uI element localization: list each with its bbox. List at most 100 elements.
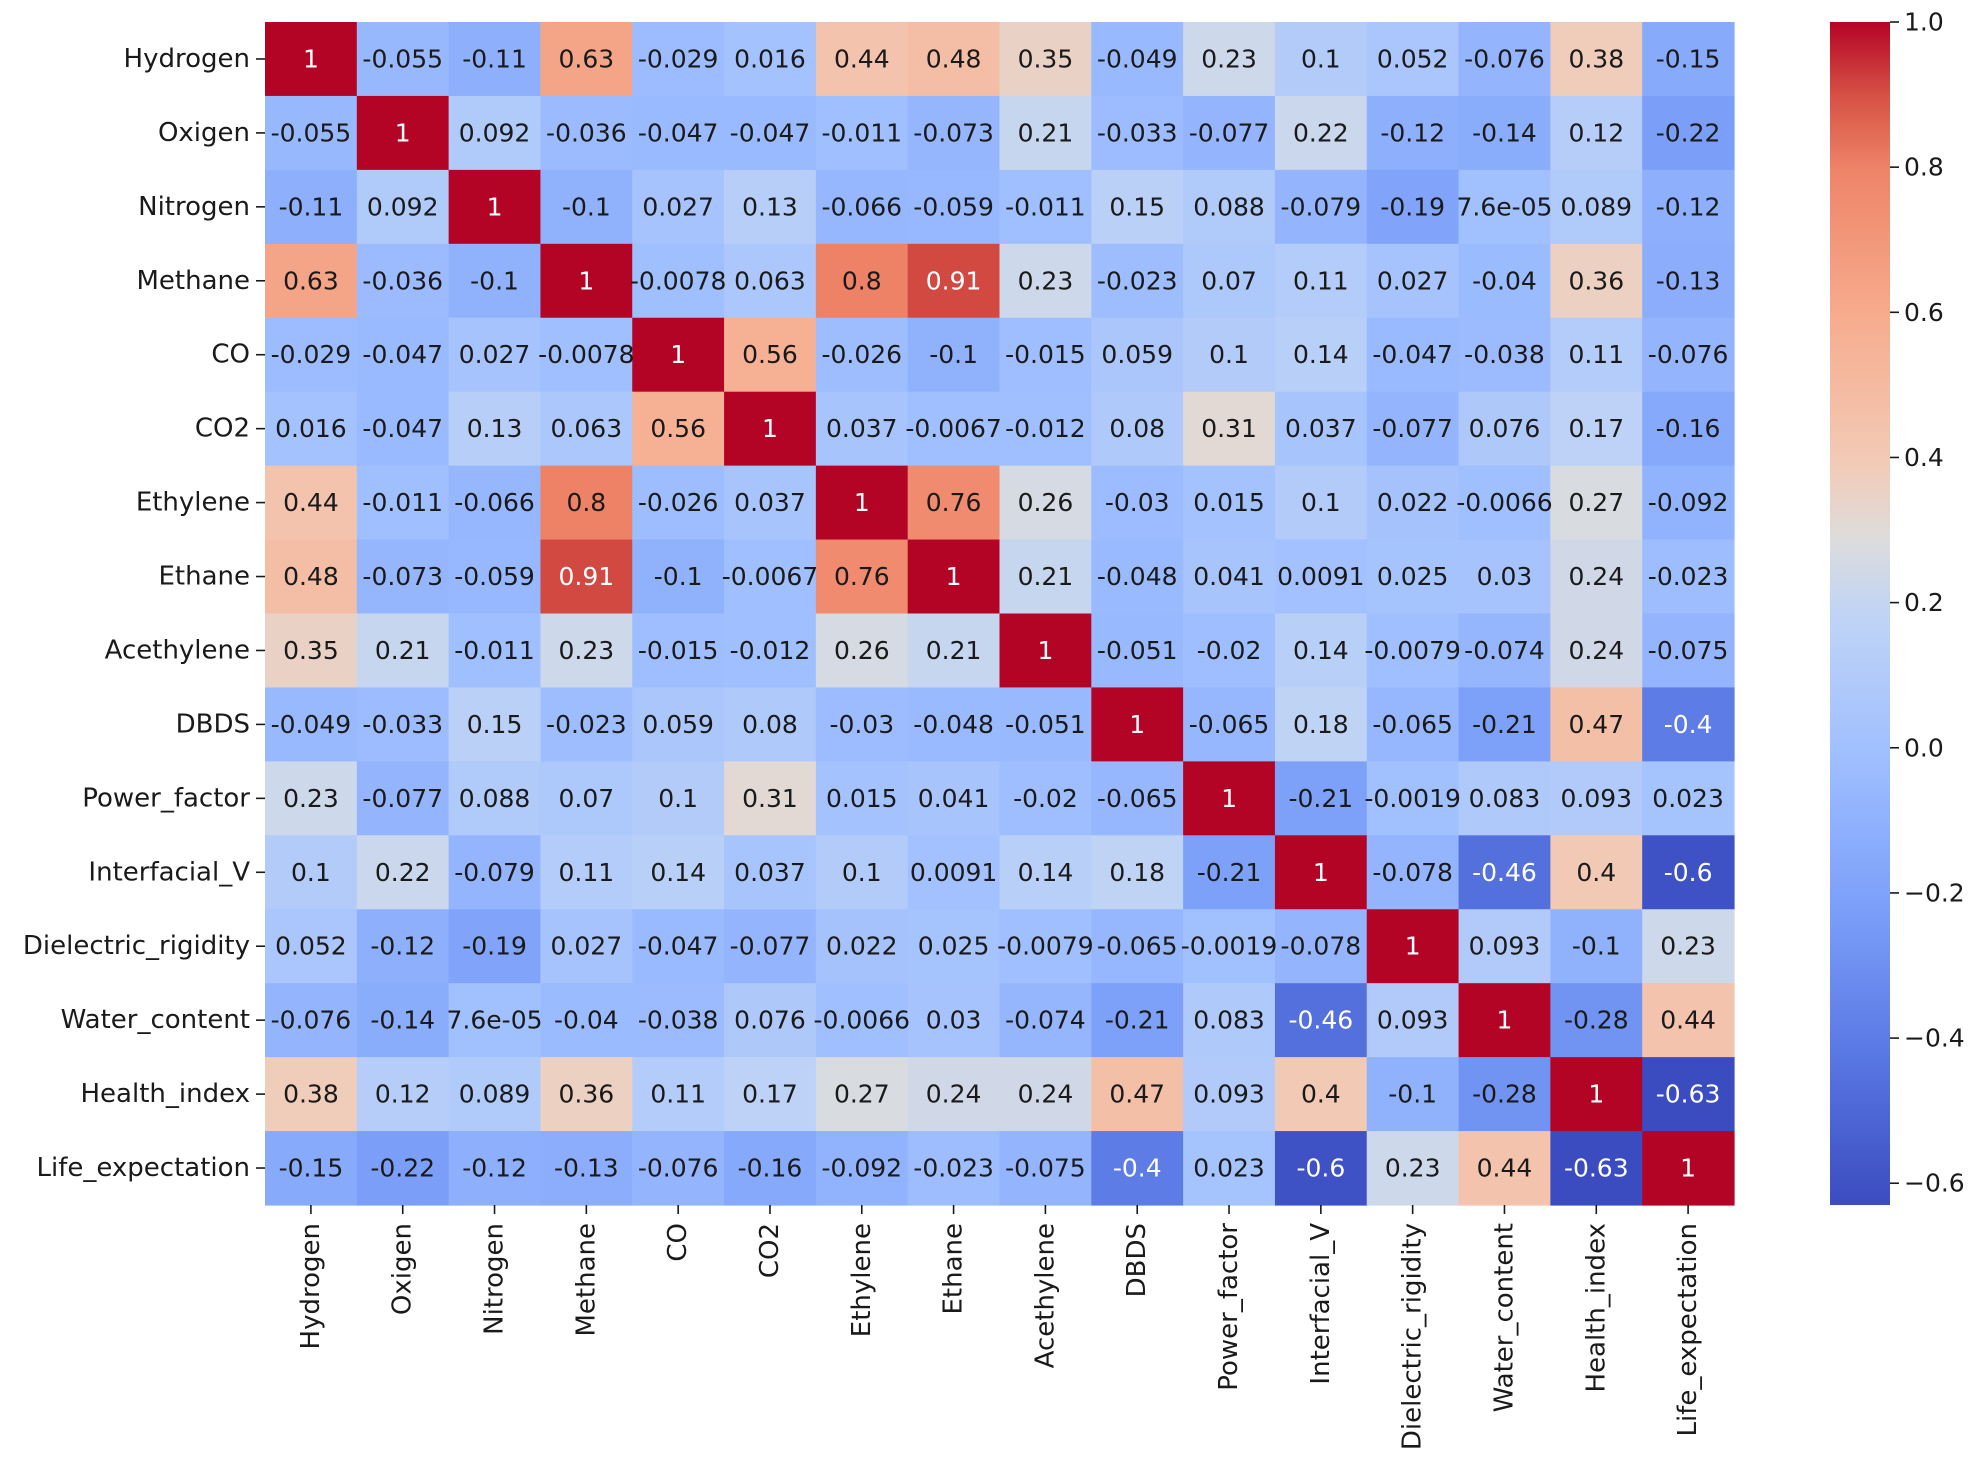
heatmap-cell [1366,909,1460,984]
heatmap-cell-label: -0.14 [370,1006,435,1035]
heatmap-cell-label: -0.16 [738,1154,803,1183]
heatmap-cell-label: -0.28 [1564,1006,1629,1035]
heatmap-cell [1458,761,1551,836]
heatmap-cell [1550,465,1643,541]
heatmap-cell [815,95,909,171]
heatmap-cell [1642,169,1735,245]
heatmap-cell [1183,465,1276,541]
heatmap-cell [1091,317,1184,393]
heatmap-cell-label: -0.28 [1472,1080,1537,1109]
heatmap-cell-label: 0.03 [926,1006,982,1035]
heatmap-cell [265,95,358,171]
heatmap-cell-label: 1 [762,414,778,443]
heatmap-cell [632,1057,725,1132]
heatmap-cell [1458,22,1551,97]
heatmap-cell [724,169,817,245]
heatmap-cells [265,22,1735,1206]
heatmap-cell-label: 0.041 [1193,562,1265,591]
heatmap-cell [1183,761,1276,836]
heatmap-cell-label: -0.15 [279,1154,344,1183]
heatmap-cell [1550,1131,1643,1206]
heatmap-cell [815,243,909,319]
heatmap-cell [1366,835,1460,910]
colorbar-tick-label: 0.8 [1904,153,1944,182]
heatmap-cell-label: -0.1 [470,266,519,295]
heatmap-cell [1183,391,1276,467]
heatmap-cell [632,95,725,171]
heatmap-cell-label: 0.31 [742,784,798,813]
heatmap-cell-label: -0.21 [1197,858,1262,887]
heatmap-cell [1091,391,1184,467]
heatmap-cell-label: 0.11 [1293,266,1349,295]
heatmap-cell-label: 0.35 [283,636,339,665]
heatmap-cell [1091,613,1184,689]
heatmap-cell [265,169,358,245]
heatmap-cell-label: -0.059 [913,192,994,221]
heatmap-cell-label: 1 [670,340,686,369]
y-tick-label: Oxigen [158,118,250,148]
heatmap-cell-label: 0.037 [1285,414,1357,443]
colorbar: 1.0 0.8 0.6 0.4 0.2 0.0 −0.2 −0.4 −0.6 [1830,8,1965,1205]
heatmap-cell-label: 0.088 [459,784,531,813]
heatmap-cell-label: 0.14 [1293,636,1349,665]
heatmap-cell [356,835,450,910]
heatmap-cell [265,1131,358,1206]
heatmap-cell-label: -0.065 [1097,932,1178,961]
heatmap-cell [999,983,1092,1058]
heatmap-cell-label: -0.049 [1097,44,1178,73]
heatmap-cell-label: 0.44 [283,488,339,517]
heatmap-cell [1642,761,1735,836]
x-tick-label: Ethylene [847,1223,877,1337]
heatmap-cell [632,909,725,984]
heatmap-cell [1550,539,1643,615]
heatmap-cell-label: 0.21 [1018,562,1074,591]
heatmap-cell [1458,687,1551,762]
x-tick-label: Ethane [939,1223,969,1315]
heatmap-cell-label: -0.0078 [538,340,635,369]
heatmap-cell [724,95,817,171]
heatmap-cell [724,22,817,97]
heatmap-cell [999,169,1092,245]
heatmap-cell [907,95,1001,171]
heatmap-cell-label: -0.092 [821,1154,902,1183]
heatmap-cell [1366,95,1460,171]
heatmap-cell-label: -0.026 [821,340,902,369]
x-tick-label: Life_expectation [1673,1223,1703,1437]
heatmap-cell [724,391,817,467]
heatmap-cell-label: 0.11 [650,1080,706,1109]
heatmap-cell [540,1131,633,1206]
heatmap-cell [540,95,633,171]
heatmap-cell [724,835,817,910]
heatmap-cell [724,687,817,762]
heatmap-cell-label: 0.36 [1568,266,1624,295]
heatmap-cell [448,1057,542,1132]
heatmap-cell [356,243,450,319]
heatmap-cell-label: 0.08 [742,710,798,739]
heatmap-cell [356,169,450,245]
heatmap-cell [1642,835,1735,910]
heatmap-cell-label: -0.059 [454,562,535,591]
heatmap-cell [999,465,1092,541]
heatmap-cell-label: 0.023 [1652,784,1724,813]
heatmap-cell-label: -0.033 [362,710,443,739]
heatmap-cell-label: 0.059 [1101,340,1173,369]
heatmap-cell-label: -0.63 [1656,1080,1721,1109]
heatmap-cell-label: 0.1 [1209,340,1249,369]
heatmap-cell-label: -0.11 [279,192,344,221]
heatmap-cell-label: 0.8 [842,266,882,295]
heatmap-cell-label: -0.0067 [905,414,1002,443]
heatmap-cell [1366,1131,1460,1206]
heatmap-cell [1550,391,1643,467]
heatmap-cell [448,1131,542,1206]
heatmap-cell-label: 0.089 [1560,192,1632,221]
heatmap-cell [448,243,542,319]
heatmap-cell-label: -0.1 [654,562,703,591]
heatmap-cell-label: -0.074 [1464,636,1545,665]
heatmap-cell-label: 0.91 [926,266,982,295]
heatmap-cell-label: 0.088 [1193,192,1265,221]
heatmap-cell-label: 0.22 [375,858,431,887]
heatmap-cell-label: 0.13 [467,414,523,443]
heatmap-cell-label: -0.012 [730,636,811,665]
heatmap-cell [1274,687,1368,762]
